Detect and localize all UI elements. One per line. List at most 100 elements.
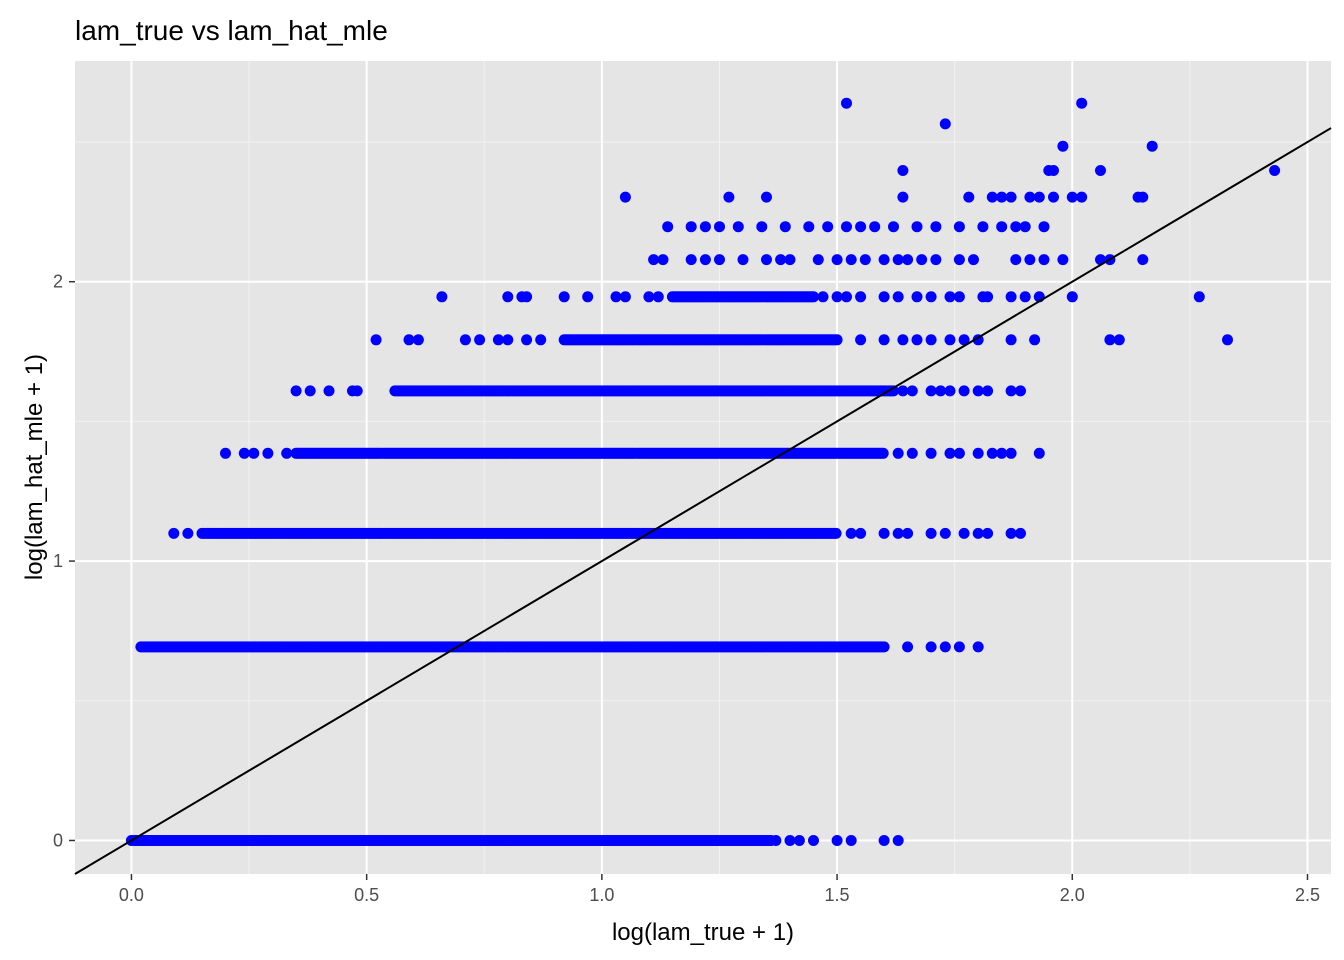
data-point [610, 291, 622, 303]
data-point [662, 221, 674, 233]
data-point [812, 254, 824, 266]
data-point [878, 254, 890, 266]
data-point [930, 254, 942, 266]
data-point [869, 221, 881, 233]
data-point [897, 165, 909, 176]
data-point [944, 447, 956, 459]
data-point [953, 291, 965, 303]
data-point [685, 221, 697, 233]
data-point [1066, 291, 1078, 303]
data-point [986, 447, 998, 459]
data-point [784, 254, 796, 266]
x-axis-ticks: 0.0 0.5 1.0 1.5 2.0 2.5 [119, 874, 1320, 905]
data-point [582, 291, 594, 303]
minor-gridlines [75, 61, 1331, 874]
data-point [953, 254, 965, 266]
data-point [888, 221, 899, 233]
data-point [281, 447, 293, 459]
data-point [1038, 221, 1050, 233]
data-point [521, 334, 533, 346]
data-point [1057, 140, 1069, 152]
data-point [619, 191, 631, 203]
y-tick-label: 1 [53, 551, 63, 571]
data-point [958, 385, 970, 397]
data-point [1015, 527, 1026, 539]
y-axis-title: log(lam_hat_mle + 1) [21, 354, 48, 580]
data-point [1057, 254, 1069, 266]
data-point [939, 527, 951, 539]
data-point [699, 254, 711, 266]
data-point [1137, 254, 1149, 266]
data-point [841, 291, 852, 303]
data-point [916, 254, 928, 266]
x-tick-label: 1.0 [589, 885, 614, 905]
data-point [906, 447, 918, 459]
data-point [972, 385, 984, 397]
x-tick-label: 0.0 [119, 885, 144, 905]
data-point [737, 254, 749, 266]
data-point [986, 191, 998, 203]
data-point [290, 385, 302, 397]
data-point [248, 447, 260, 459]
data-point [1010, 254, 1022, 266]
data-point [817, 291, 829, 303]
data-point [412, 334, 424, 346]
data-point [351, 385, 363, 397]
data-point [855, 334, 867, 346]
data-point [323, 385, 335, 397]
data-point [996, 191, 1008, 203]
data-point [652, 291, 664, 303]
data-point [892, 835, 904, 846]
data-points [125, 97, 1281, 846]
data-point [953, 641, 965, 653]
chart-title: lam_true vs lam_hat_mle [75, 15, 388, 46]
data-point [1005, 334, 1017, 346]
data-point [220, 447, 231, 459]
data-point [963, 191, 975, 203]
data-point [1005, 191, 1017, 203]
data-point [972, 447, 984, 459]
data-point [897, 385, 909, 397]
data-point [492, 334, 504, 346]
data-point [1033, 447, 1045, 459]
data-point [911, 221, 923, 233]
data-point [972, 527, 984, 539]
data-point [831, 291, 843, 303]
data-point [1015, 385, 1026, 397]
data-point [977, 221, 989, 233]
data-point [831, 334, 843, 346]
data-point [906, 385, 918, 397]
data-point [831, 835, 843, 846]
data-point [972, 641, 984, 653]
data-point [1038, 254, 1050, 266]
data-point [892, 527, 904, 539]
data-point [1048, 165, 1059, 176]
data-point [939, 118, 951, 130]
data-point [855, 527, 867, 539]
data-point [502, 291, 514, 303]
data-point [877, 447, 889, 459]
data-point [1095, 165, 1106, 176]
data-point [855, 221, 867, 233]
data-point [831, 254, 843, 266]
data-point [1024, 254, 1036, 266]
data-point [784, 835, 796, 846]
data-point [996, 447, 1008, 459]
data-point [403, 334, 415, 346]
identity-reference-line [74, 127, 1332, 875]
x-tick-label: 1.5 [825, 885, 850, 905]
data-point [911, 291, 923, 303]
data-point [944, 385, 956, 397]
data-point [238, 447, 250, 459]
data-point [808, 291, 819, 303]
data-point [902, 527, 914, 539]
data-point [714, 221, 725, 233]
data-point [1024, 191, 1036, 203]
data-point [1076, 97, 1088, 109]
data-point [878, 527, 890, 539]
data-point [619, 291, 631, 303]
data-point [761, 191, 772, 203]
data-point [521, 291, 533, 303]
data-point [535, 334, 547, 346]
